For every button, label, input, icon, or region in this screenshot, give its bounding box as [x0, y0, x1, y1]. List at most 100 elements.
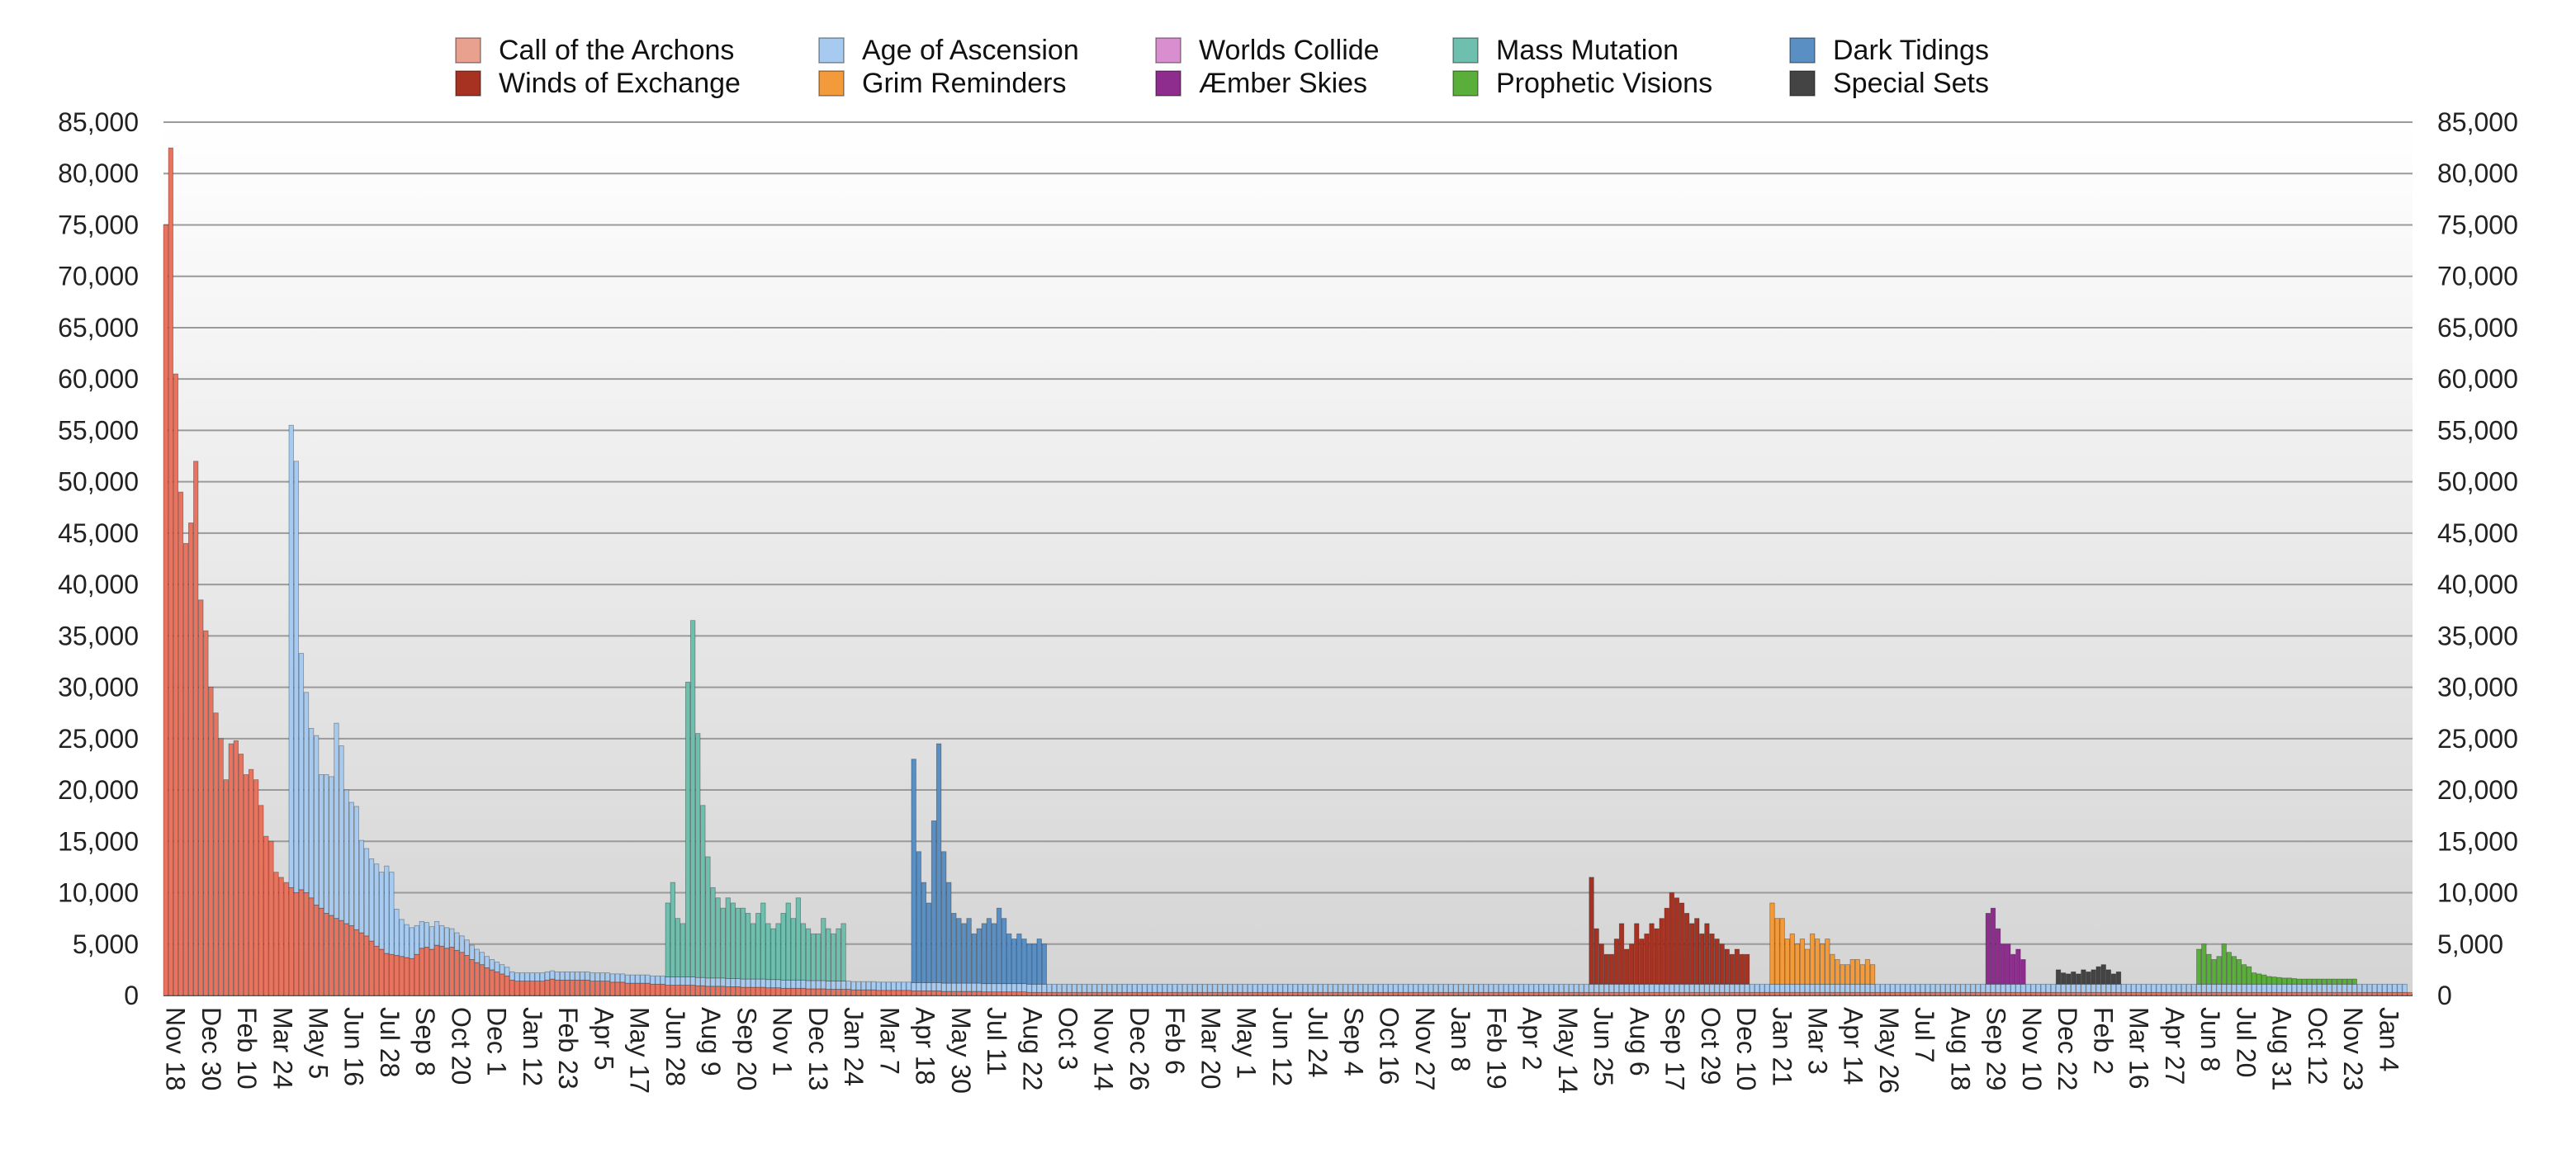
bar-segment [303, 692, 310, 893]
bar-segment [1975, 983, 1981, 993]
bar-segment [2256, 973, 2262, 985]
bar-segment [2221, 983, 2227, 993]
bar-segment [946, 991, 952, 996]
bar-segment [1002, 983, 1007, 993]
bar-segment [1157, 983, 1163, 993]
bar-segment [911, 982, 916, 991]
bar-segment [248, 768, 254, 996]
bar-segment [1709, 983, 1715, 993]
bar-segment [1729, 983, 1735, 993]
bar-segment [2095, 983, 2101, 993]
bar-segment [343, 789, 349, 924]
bar-segment [1002, 991, 1007, 996]
bar-segment [1061, 991, 1068, 996]
bar-segment [2337, 978, 2342, 985]
bar-segment [805, 988, 812, 996]
bar-segment [740, 986, 746, 996]
bar-segment [1804, 991, 1811, 996]
bar-segment [1739, 983, 1745, 993]
bar-segment [624, 974, 631, 984]
bar-segment [2136, 983, 2142, 993]
bar-segment [836, 928, 841, 981]
bar-segment [1352, 991, 1358, 996]
bar-segment [404, 957, 410, 996]
x-tick-label: Nov 1 [768, 1007, 798, 1076]
bar-segment [363, 848, 370, 937]
bar-segment [1222, 991, 1228, 996]
bar-segment [2276, 976, 2282, 985]
bar-segment [2317, 991, 2323, 996]
bar-segment [1513, 991, 1519, 996]
bar-segment [1714, 983, 1720, 993]
bar-segment [1378, 983, 1384, 993]
x-tick-label: Dec 1 [482, 1007, 512, 1076]
bar-segment [891, 990, 897, 996]
bar-segment [1252, 991, 1258, 996]
bar-segment [1644, 933, 1650, 985]
bar-segment [1142, 983, 1148, 993]
bar-segment [1543, 991, 1549, 996]
x-tick-label: Dec 10 [1731, 1007, 1761, 1090]
x-tick-label: Dec 30 [197, 1007, 226, 1090]
bar-segment [2176, 983, 2182, 993]
bar-segment [2005, 983, 2011, 993]
bar-segment [529, 981, 535, 996]
bar-segment [1729, 953, 1735, 985]
bar-segment [1945, 991, 1951, 996]
y-tick-label-left: 80,000 [58, 158, 139, 188]
bar-segment [996, 983, 1002, 993]
bar-segment [911, 759, 916, 983]
bar-segment [444, 948, 450, 996]
bar-segment [921, 882, 927, 983]
bar-segment [1729, 991, 1735, 996]
x-tick-label: Feb 10 [232, 1007, 262, 1090]
y-tick-label-left: 85,000 [58, 107, 139, 137]
bar-segment [373, 945, 380, 996]
bar-segment [680, 985, 686, 996]
bar-segment [298, 889, 305, 996]
bar-segment [1990, 991, 1996, 996]
legend-label: Æmber Skies [1199, 68, 1367, 99]
bar-segment [690, 976, 696, 986]
bar-segment [735, 907, 741, 979]
bar-segment [1167, 991, 1172, 996]
bar-segment [379, 872, 385, 950]
bar-segment [238, 754, 244, 996]
bar-segment [2181, 991, 2187, 996]
bar-segment [2206, 991, 2212, 996]
bar-segment [2076, 991, 2081, 996]
bar-segment [1282, 991, 1288, 996]
bar-segment [519, 972, 525, 981]
bar-segment [1634, 983, 1640, 993]
bar-segment [519, 981, 525, 996]
bar-segment [1799, 939, 1806, 985]
bar-segment [2346, 983, 2352, 993]
bar-segment [1910, 991, 1915, 996]
bar-segment [414, 953, 419, 996]
bar-segment [2317, 983, 2323, 993]
bar-segment [1558, 983, 1565, 993]
bar-segment [1528, 991, 1534, 996]
bar-segment [599, 972, 605, 981]
bar-segment [565, 979, 571, 996]
bar-segment [329, 915, 334, 996]
bar-segment [2166, 983, 2171, 993]
bar-segment [2236, 983, 2242, 993]
bar-segment [449, 928, 455, 948]
bar-segment [926, 902, 932, 983]
bar-segment [684, 976, 691, 986]
bar-segment [1664, 907, 1669, 985]
bar-segment [590, 981, 595, 996]
bar-segment [1398, 983, 1404, 993]
bar-segment [2261, 991, 2267, 996]
bar-segment [1885, 991, 1891, 996]
y-tick-label-left: 55,000 [58, 415, 139, 445]
bar-segment [2185, 983, 2192, 993]
bar-segment [645, 982, 651, 996]
bar-segment [2291, 991, 2297, 996]
bar-segment [971, 982, 977, 992]
bar-segment [2296, 991, 2303, 996]
bar-segment [1162, 991, 1167, 996]
bar-segment [1574, 991, 1579, 996]
bar-segment [1338, 983, 1343, 993]
